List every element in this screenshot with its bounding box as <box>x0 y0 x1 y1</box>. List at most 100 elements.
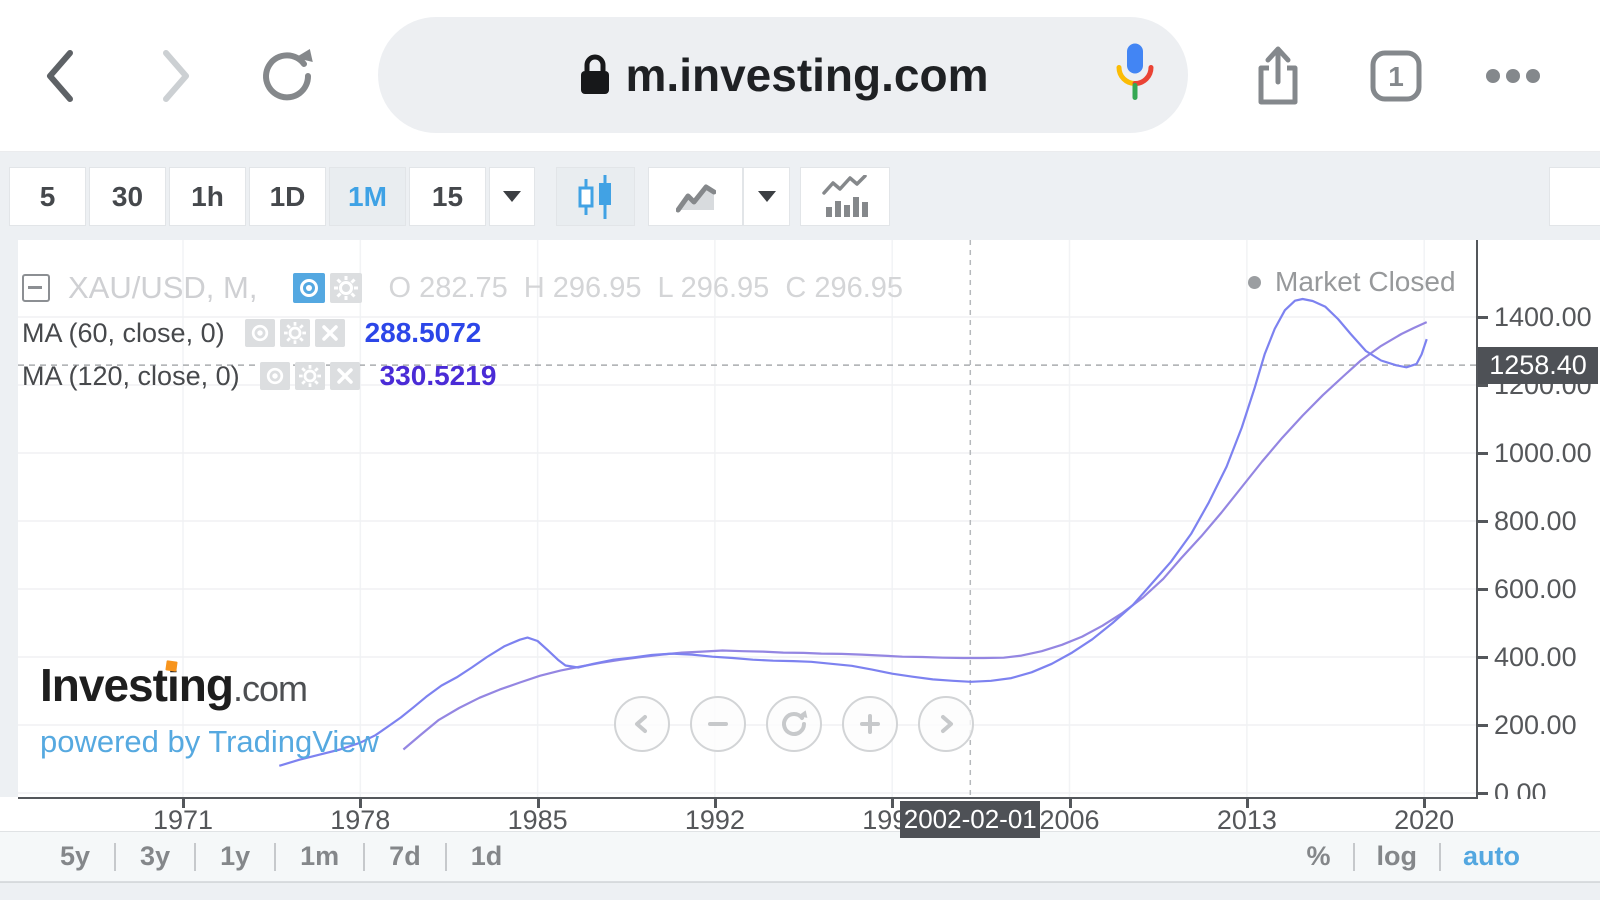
separator <box>1439 842 1441 871</box>
powered-by-tradingview[interactable]: powered by TradingView <box>40 724 379 759</box>
scale-button-percent[interactable]: % <box>1306 841 1331 871</box>
url-text: m.investing.com <box>625 49 989 101</box>
market-status-text: Market Closed <box>1275 266 1456 297</box>
range-button-5y[interactable]: 5y <box>60 841 91 871</box>
share-button[interactable] <box>1248 0 1308 151</box>
browser-back-button[interactable] <box>36 0 86 151</box>
symbol-settings-button[interactable] <box>330 273 363 303</box>
time-tick-label: 2013 <box>1216 805 1277 835</box>
time-tick <box>713 799 717 808</box>
separator <box>274 842 277 871</box>
scale-button-log[interactable]: log <box>1376 841 1418 871</box>
range-button-1d[interactable]: 1d <box>470 841 503 871</box>
range-button-3y[interactable]: 3y <box>140 841 171 871</box>
interval-button-5[interactable]: 5 <box>9 167 86 226</box>
chevron-left-icon <box>635 715 647 733</box>
indicator-remove-button[interactable] <box>314 319 345 347</box>
tabs-button[interactable]: 1 <box>1366 0 1426 151</box>
time-tick-label: 2006 <box>1039 805 1100 835</box>
indicator-remove-button[interactable] <box>329 362 360 390</box>
time-tick-label: 2020 <box>1394 805 1455 835</box>
ohlc-o: O 282.75 <box>388 271 508 304</box>
indicator-label: MA (60, close, 0) <box>22 317 225 348</box>
indicator-visibility-button[interactable] <box>259 362 290 390</box>
close-icon <box>336 368 353 384</box>
range-button-1y[interactable]: 1y <box>220 841 251 871</box>
interval-button-1h[interactable]: 1h <box>169 167 246 226</box>
gear-icon <box>334 276 359 300</box>
series-line-ma120 <box>402 321 1428 751</box>
left-gutter <box>0 240 18 797</box>
separator <box>444 842 447 871</box>
logo-accent-icon <box>165 660 178 672</box>
interval-button-1M[interactable]: 1M <box>329 167 406 226</box>
logo-suffix: .com <box>232 668 308 709</box>
separator <box>1352 842 1355 871</box>
price-tick <box>1478 451 1488 455</box>
voice-search-button[interactable] <box>1112 42 1158 109</box>
price-tick-label: 1000.00 <box>1494 438 1592 468</box>
separator <box>114 842 117 871</box>
gear-icon <box>283 322 306 344</box>
symbol-visibility-button[interactable] <box>293 273 326 303</box>
interval-button-30[interactable]: 30 <box>89 167 166 226</box>
ohlc-c: C 296.95 <box>785 271 904 304</box>
eye-icon <box>251 324 268 342</box>
time-tick <box>891 799 895 808</box>
url-bar[interactable]: m.investing.com <box>378 17 1188 133</box>
interval-button-1D[interactable]: 1D <box>249 167 326 226</box>
price-tick <box>1478 791 1488 795</box>
ohlc-l: L 296.95 <box>657 271 770 304</box>
price-tick <box>1478 519 1488 523</box>
price-tick-label: 400.00 <box>1494 642 1577 672</box>
chart-region: XAU/USD, M, O 282.75 H 296.95 L 29 <box>0 240 1600 838</box>
indicator-buttons <box>259 362 360 390</box>
svg-text:1: 1 <box>1388 61 1404 92</box>
price-axis[interactable]: 1258.40 0.00 200.00 400.00 600.00 800.00 1000… <box>1478 240 1600 808</box>
price-tick-label: 1400.00 <box>1494 302 1592 332</box>
time-tick <box>1245 799 1249 808</box>
toolbar-overflow-button[interactable] <box>1549 167 1600 226</box>
time-tick <box>536 799 540 808</box>
pan-left-button[interactable] <box>614 696 670 752</box>
browser-menu-button[interactable] <box>1478 0 1548 151</box>
time-tick-label: 1971 <box>152 805 214 835</box>
range-button-group: 5y 3y 1y 1m 7d 1d <box>0 841 526 872</box>
zoom-out-button[interactable] <box>690 696 746 752</box>
price-tick <box>1478 723 1488 727</box>
scale-button-auto[interactable]: auto <box>1463 841 1520 871</box>
reset-icon <box>782 710 808 736</box>
browser-reload-button[interactable] <box>256 0 318 151</box>
legend-collapse-button[interactable] <box>22 274 50 302</box>
indicator-row-ma120: MA (120, close, 0) 330.5219 <box>22 360 496 392</box>
line-chart-button[interactable] <box>648 167 743 226</box>
last-price-badge: 1258.40 <box>1478 347 1598 385</box>
ohlc-h: H 296.95 <box>523 271 642 304</box>
zoom-in-button[interactable] <box>842 696 898 752</box>
indicator-visibility-button[interactable] <box>244 319 275 347</box>
interval-button-15[interactable]: 15 <box>409 167 486 226</box>
series-line-ma60 <box>278 297 1428 767</box>
browser-forward-button[interactable] <box>150 0 200 151</box>
chart-nav-controls <box>614 696 974 752</box>
range-button-1m[interactable]: 1m <box>300 841 340 871</box>
pan-right-button[interactable] <box>918 696 974 752</box>
eye-icon <box>266 367 283 385</box>
indicator-row-ma60: MA (60, close, 0) 288.5072 <box>22 317 481 349</box>
indicator-buttons <box>244 319 345 347</box>
candlestick-icon <box>578 174 611 219</box>
interval-dropdown-button[interactable] <box>489 167 535 226</box>
separator <box>363 842 366 871</box>
range-button-7d[interactable]: 7d <box>389 841 421 871</box>
reset-chart-button[interactable] <box>766 696 822 752</box>
close-icon <box>321 325 338 341</box>
indicator-settings-button[interactable] <box>294 362 325 390</box>
indicator-settings-button[interactable] <box>279 319 310 347</box>
time-tick-label: 1978 <box>330 805 391 835</box>
microphone-icon <box>1116 43 1154 100</box>
chart-type-dropdown-button[interactable] <box>743 167 790 226</box>
candlestick-chart-button[interactable] <box>556 167 635 226</box>
indicators-button[interactable] <box>800 167 890 226</box>
time-axis[interactable]: 2002-02-01 1971 1978 1985 1992 1999 2006 2013 2… <box>0 799 1600 838</box>
